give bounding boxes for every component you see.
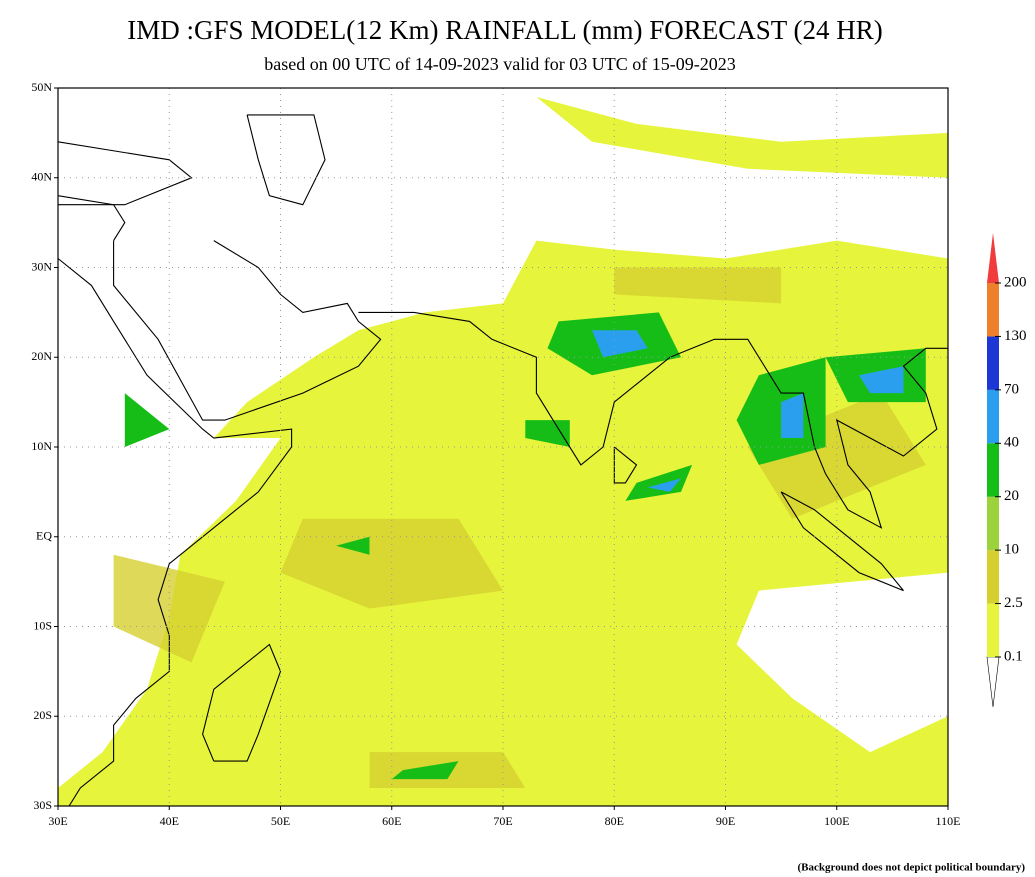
colorbar-label: 0.1 [1004,648,1023,664]
subtitle: based on 00 UTC of 14-09-2023 valid for … [264,54,735,74]
colorbar-label: 10 [1004,542,1019,558]
lon-label: 110E [936,814,961,828]
colorbar-segment [987,443,999,497]
lon-label: 60E [382,814,401,828]
rain-patch [391,761,459,780]
colorbar: 0.1 2.5 10 20 40 70 130 200 [986,233,1027,708]
rain-core [592,330,648,358]
coastline [613,446,638,484]
lat-label: 20S [33,708,52,722]
lon-label: 30E [48,814,67,828]
coastline [358,311,948,529]
coastline [57,258,293,807]
rain-patch [280,518,503,609]
lat-label: 10N [31,439,52,453]
map-frame [57,87,949,807]
rain-patch [614,267,782,304]
colorbar-label: 200 [1004,274,1027,290]
rain-core [859,366,904,394]
footnote: (Background does not depict political bo… [798,862,1026,874]
colorbar-low [986,656,1000,708]
coastline [202,643,282,762]
coastline [113,240,382,421]
rain-patch [124,393,170,447]
rain-patch [113,554,225,663]
colorbar-segment [987,550,999,604]
coastline [246,114,326,206]
map: 50N 40N 30N 20N 10N EQ 10S 20S 30S 30E 40E 50E 60E 70… [31,80,960,828]
colorbar-label: 130 [1004,328,1027,344]
rain-core [781,393,804,438]
lat-label: EQ [36,529,52,543]
colorbar-high [987,233,999,283]
rain-patch [625,464,693,501]
dry-area [503,88,948,142]
lat-label: 10S [33,618,52,632]
rain-core [647,478,681,492]
lon-label: 100E [824,814,849,828]
rain-patch [525,420,570,447]
lon-label: 70E [493,814,512,828]
colorbar-segment [987,389,999,444]
colorbar-segment [987,283,999,337]
colorbar-segment [987,603,999,657]
lon-label: 80E [605,814,624,828]
colorbar-segment [987,496,999,551]
colorbar-label: 20 [1004,488,1019,504]
lat-label: 20N [31,349,52,363]
title: IMD :GFS MODEL(12 Km) RAINFALL (mm) FORE… [127,15,883,45]
colorbar-label: 2.5 [1004,595,1023,611]
colorbar-label: 70 [1004,381,1019,397]
coastline [57,195,126,241]
lon-label: 50E [271,814,290,828]
colorbar-segment [987,336,999,390]
lat-label: 50N [31,80,52,94]
rain-patch [336,536,370,555]
dry-area [736,572,948,753]
colorbar-label: 40 [1004,435,1019,451]
coastline [780,491,904,592]
rain-patch [747,393,926,519]
lat-label: 30S [33,798,52,812]
lat-label: 40N [31,170,52,184]
lon-label: 40E [160,814,179,828]
coastline [57,141,193,206]
lon-label: 90E [716,814,735,828]
lat-label: 30N [31,259,52,273]
